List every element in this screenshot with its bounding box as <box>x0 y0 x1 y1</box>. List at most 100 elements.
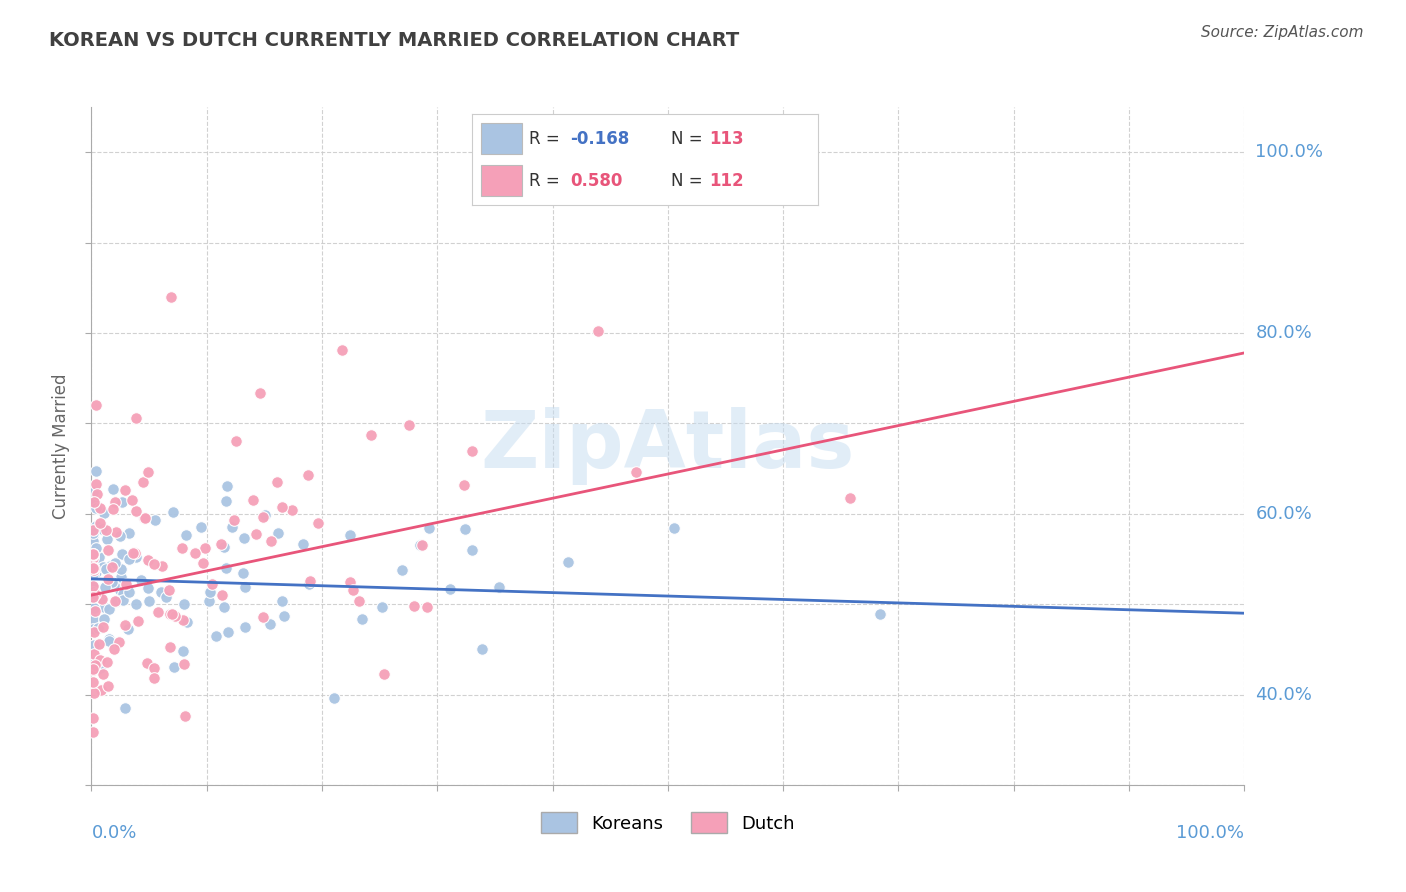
Point <box>159 607 181 621</box>
Text: Source: ZipAtlas.com: Source: ZipAtlas.com <box>1201 25 1364 40</box>
Point <box>110 529 132 543</box>
Point <box>82 580 104 594</box>
Point <box>84 556 107 570</box>
Point <box>350 613 373 627</box>
Point <box>82 724 104 739</box>
Point <box>114 701 136 715</box>
Point <box>86 464 108 478</box>
Point <box>82 579 104 593</box>
Point <box>82 612 104 626</box>
Point <box>173 597 195 611</box>
Point <box>260 534 283 549</box>
Point <box>869 607 891 621</box>
Point <box>221 520 243 534</box>
Point <box>273 609 295 624</box>
Point <box>190 520 212 534</box>
Point <box>89 652 111 666</box>
Point <box>253 508 276 522</box>
Point <box>82 599 104 613</box>
Point <box>112 587 135 601</box>
Point <box>142 672 165 686</box>
Point <box>439 582 461 596</box>
Point <box>84 518 107 533</box>
Point <box>111 547 134 561</box>
Point <box>132 475 155 490</box>
Point <box>330 343 353 358</box>
Point <box>215 494 238 508</box>
Point <box>125 550 148 565</box>
Point <box>83 624 105 639</box>
Point <box>108 583 131 598</box>
Point <box>209 537 232 551</box>
Point <box>242 492 264 507</box>
Point <box>159 289 181 303</box>
Point <box>138 593 160 607</box>
Text: KOREAN VS DUTCH CURRENTLY MARRIED CORRELATION CHART: KOREAN VS DUTCH CURRENTLY MARRIED CORREL… <box>49 31 740 50</box>
Point <box>82 578 104 592</box>
Point <box>454 522 477 536</box>
Point <box>211 588 233 602</box>
Point <box>118 552 141 566</box>
Point <box>90 591 112 606</box>
Point <box>124 504 146 518</box>
Legend: Koreans, Dutch: Koreans, Dutch <box>534 805 801 840</box>
Point <box>82 655 104 669</box>
Point <box>471 642 494 657</box>
Point <box>107 634 129 648</box>
Point <box>198 594 221 608</box>
Point <box>233 580 256 594</box>
Point <box>86 487 108 501</box>
Point <box>97 542 120 557</box>
Point <box>117 585 139 599</box>
Point <box>97 634 120 648</box>
Point <box>101 501 124 516</box>
Point <box>82 533 104 548</box>
Point <box>143 557 166 571</box>
Point <box>586 324 609 338</box>
Point <box>191 556 214 570</box>
Point <box>215 479 238 493</box>
Point <box>98 632 121 647</box>
Point <box>82 660 104 674</box>
Point <box>82 663 104 677</box>
Point <box>398 417 420 432</box>
Point <box>103 495 125 509</box>
Point <box>84 541 107 556</box>
Point <box>93 507 115 521</box>
Point <box>84 584 107 599</box>
Point <box>82 622 104 636</box>
Point <box>162 505 184 519</box>
Point <box>149 584 172 599</box>
Point <box>83 600 105 615</box>
Point <box>96 532 118 546</box>
Point <box>104 594 127 608</box>
Point <box>84 477 107 491</box>
Point <box>136 553 159 567</box>
Point <box>89 501 111 516</box>
Point <box>84 604 107 618</box>
Point <box>82 560 104 574</box>
Point <box>83 591 105 606</box>
Point <box>90 591 112 605</box>
Point <box>83 787 105 801</box>
Point <box>200 583 222 598</box>
Point <box>307 516 329 531</box>
Point <box>360 427 382 442</box>
Point <box>339 574 361 589</box>
Point <box>112 592 135 607</box>
Point <box>111 495 134 509</box>
Point <box>142 661 165 675</box>
Point <box>89 516 111 530</box>
Point <box>134 511 156 525</box>
Point <box>82 485 104 500</box>
Point <box>404 599 426 613</box>
Point <box>103 578 125 592</box>
Text: 40.0%: 40.0% <box>1256 686 1312 704</box>
Point <box>391 563 413 577</box>
Point <box>453 478 475 492</box>
Point <box>165 608 187 623</box>
Point <box>115 577 138 591</box>
Point <box>93 559 115 574</box>
Point <box>96 679 118 693</box>
Point <box>212 540 235 554</box>
